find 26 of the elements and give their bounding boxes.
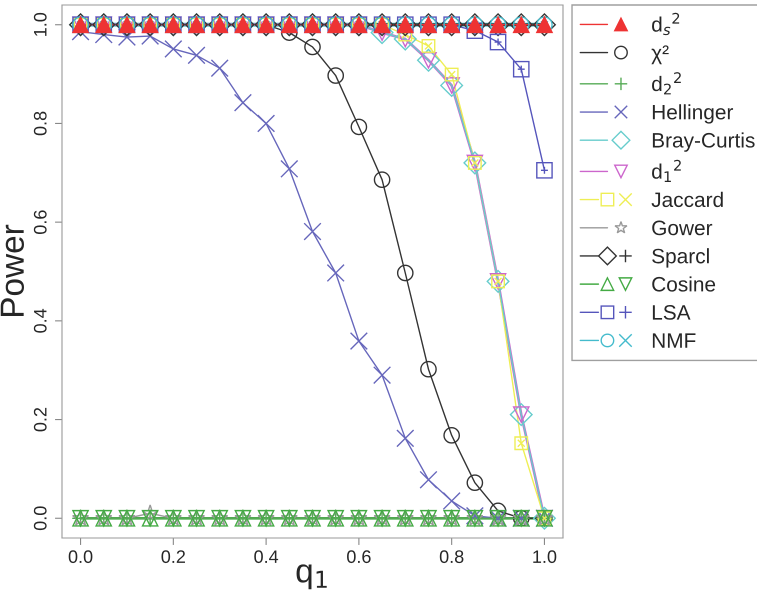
legend-label: Cosine <box>652 276 716 292</box>
x-tick-label: 0.4 <box>254 550 278 564</box>
legend-label: NMF <box>652 333 696 348</box>
x-tick-label: 0.2 <box>161 550 185 564</box>
y-tick-label: 0.6 <box>34 210 47 234</box>
legend-label: Hellinger <box>652 104 734 124</box>
legend-label: d$_{2}$$^{2}$ <box>652 72 681 94</box>
y-tick-label: 0.2 <box>34 408 47 432</box>
legend-label: Gower <box>652 220 712 236</box>
legend-label: Jaccard <box>652 192 723 208</box>
x-axis-title: q$_{1}$ <box>296 564 327 590</box>
legend-label: Sparcl <box>652 248 709 268</box>
x-tick-label: 0.6 <box>347 550 371 564</box>
legend-label: Bray-Curtis <box>652 132 755 152</box>
y-tick-label: 0.8 <box>34 112 47 136</box>
y-tick-label: 0.0 <box>34 506 47 530</box>
x-tick-label: 0.0 <box>68 550 92 564</box>
y-axis-title: Power <box>0 224 24 316</box>
legend-label: LSA <box>652 305 691 320</box>
x-tick-label: 1.0 <box>533 550 556 564</box>
y-tick-label: 0.4 <box>34 308 47 333</box>
x-tick-label: 0.8 <box>440 550 464 564</box>
legend-label: χ² <box>651 45 669 64</box>
legend-label: d$_{1}$$^{2}$ <box>652 160 681 182</box>
legend-label: d$_{s}$$^{2}$ <box>652 12 680 36</box>
y-tick-label: 1.0 <box>34 12 47 36</box>
